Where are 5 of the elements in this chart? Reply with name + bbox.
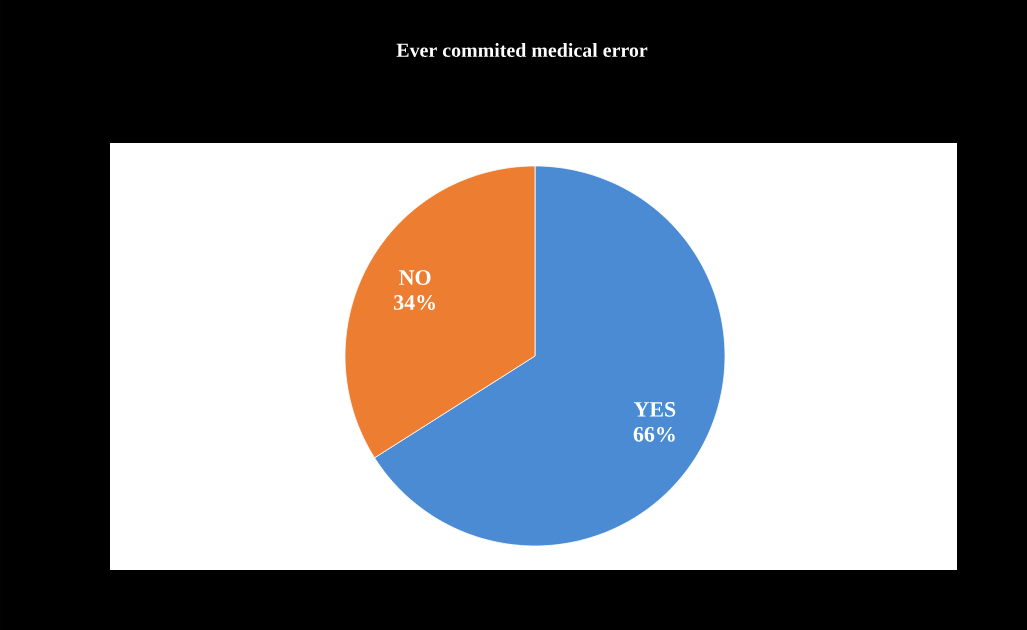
data-label: 34% <box>394 295 435 310</box>
slice-label: YES <box>633 402 676 417</box>
chart-title: Ever commited medical error <box>396 42 648 57</box>
data-label: 66% <box>633 426 675 442</box>
slice-label: NO <box>399 270 431 285</box>
